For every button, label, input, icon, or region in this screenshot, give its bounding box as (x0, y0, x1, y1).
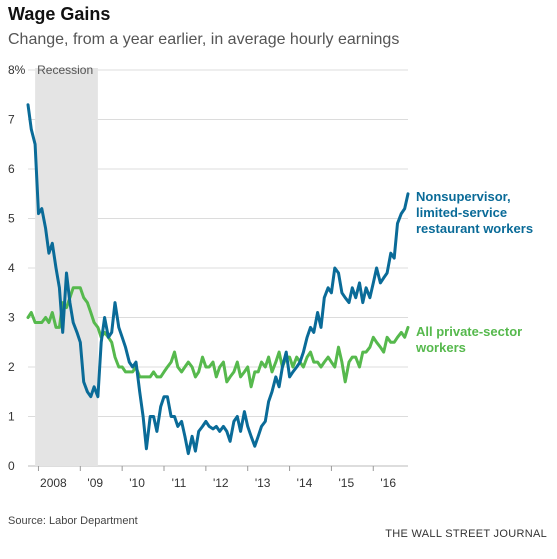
x-tick-label: '11 (172, 476, 187, 490)
recession-band: Recession (35, 63, 98, 466)
series-lines (26, 103, 410, 456)
line-chart: Recession 0 1 2 3 4 5 6 7 8% 2008 '09 '10 '11 '12 '13… (8, 63, 533, 490)
y-axis-ticks: 0 1 2 3 4 5 6 7 8% (8, 63, 26, 473)
y-tick-label: 1 (8, 410, 15, 424)
recession-shade (35, 68, 98, 466)
series-label-restaurant: Nonsupervisor, (416, 189, 511, 204)
y-tick-label: 8% (8, 63, 26, 77)
x-axis-ticks: 2008 '09 '10 '11 '12 '13 '14 '15 '16 (37, 466, 396, 490)
y-tick-label: 4 (8, 261, 15, 275)
series-label-private-sector: All private-sector (416, 324, 522, 339)
x-tick-label: '16 (380, 476, 396, 490)
chart-title: Wage Gains (8, 4, 111, 24)
x-tick-label: '12 (213, 476, 229, 490)
x-tick-label: '10 (129, 476, 145, 490)
y-tick-label: 7 (8, 113, 15, 127)
source-note: Source: Labor Department (8, 515, 138, 527)
series-label-private-sector: workers (415, 340, 466, 355)
series-line-private-sector (26, 286, 410, 389)
y-tick-label: 3 (8, 311, 15, 325)
x-tick-label: '13 (255, 476, 271, 490)
series-label-restaurant: limited-service (416, 205, 507, 220)
y-tick-label: 0 (8, 459, 15, 473)
x-tick-label: '09 (87, 476, 103, 490)
series-labels: Nonsupervisor,limited-servicerestaurant … (415, 189, 533, 355)
y-tick-label: 2 (8, 360, 15, 374)
y-tick-label: 6 (8, 162, 15, 176)
series-label-restaurant: restaurant workers (416, 221, 533, 236)
chart-subtitle: Change, from a year earlier, in average … (8, 31, 400, 48)
publisher-credit: THE WALL STREET JOURNAL (385, 528, 547, 540)
x-tick-label: '15 (339, 476, 355, 490)
recession-label: Recession (37, 63, 93, 77)
x-tick-label: 2008 (40, 476, 67, 490)
y-tick-label: 5 (8, 212, 15, 226)
x-tick-label: '14 (297, 476, 313, 490)
series-line-restaurant (26, 103, 410, 456)
